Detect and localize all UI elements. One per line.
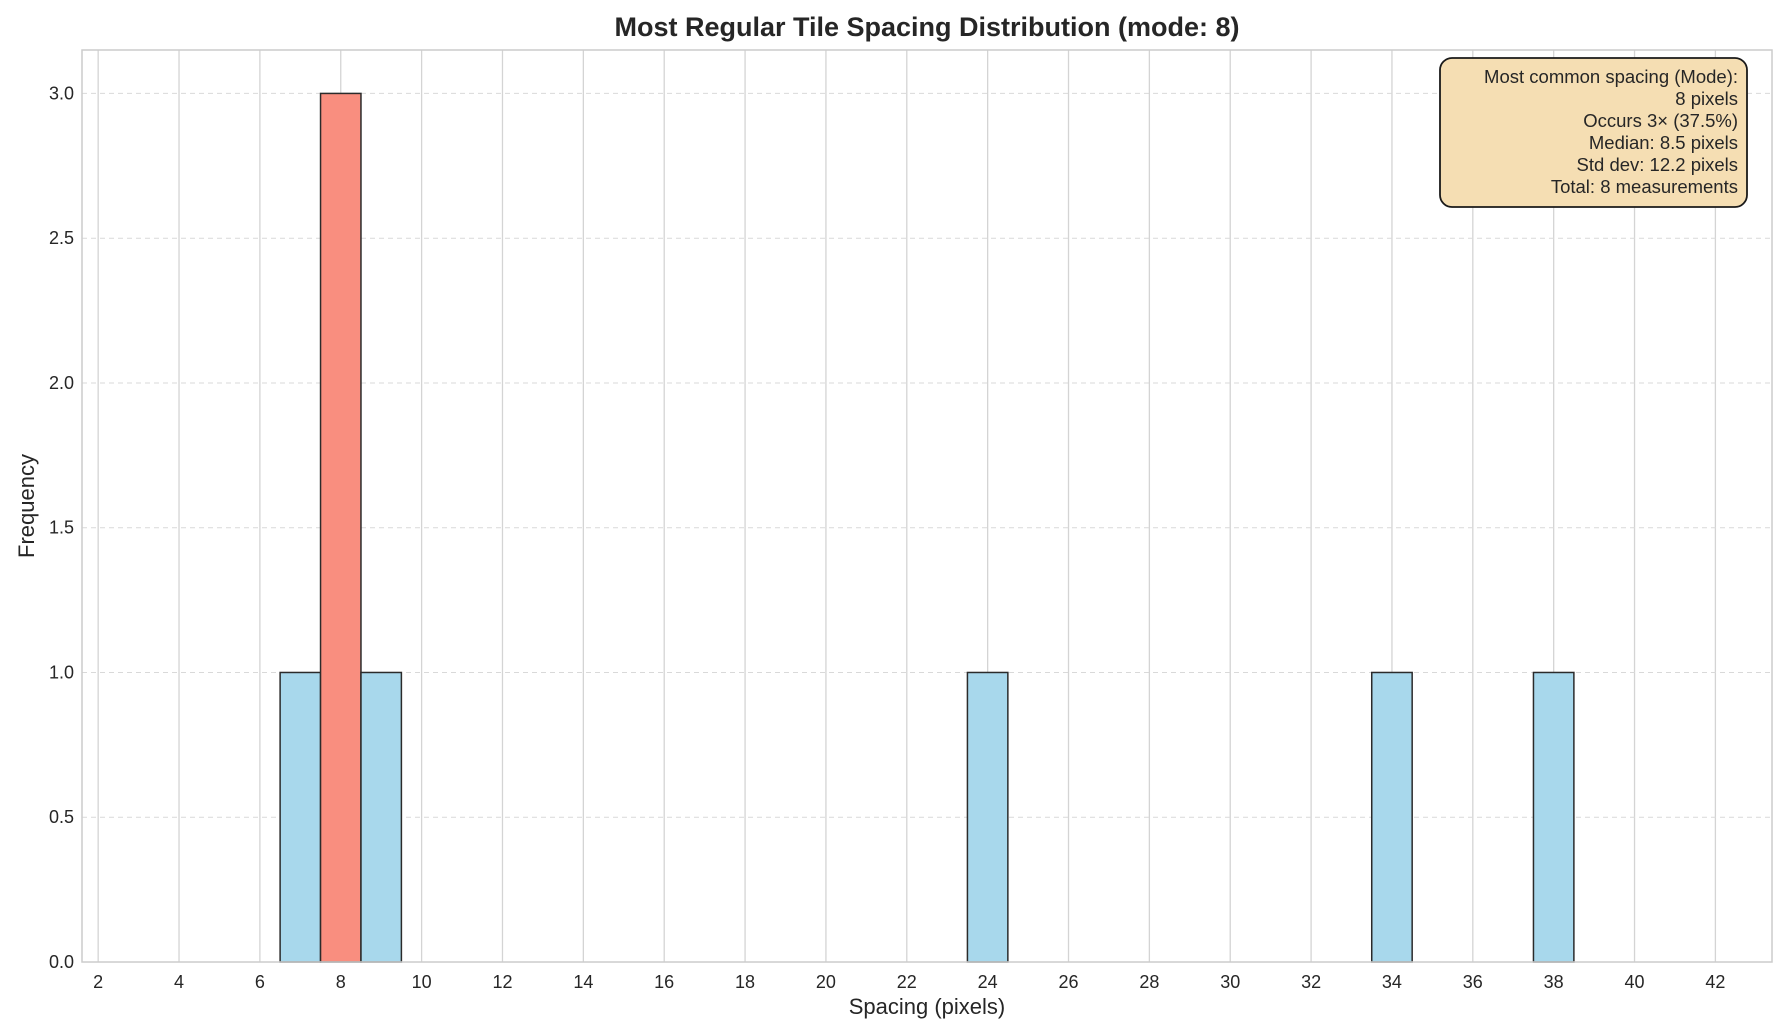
stats-annotation-box: Most common spacing (Mode):8 pixelsOccur… — [1439, 57, 1748, 208]
x-tick-label: 2 — [93, 972, 103, 992]
y-tick-label: 1.5 — [49, 518, 74, 538]
annotation-line: Occurs 3× (37.5%) — [1583, 110, 1738, 131]
histogram-bar — [1532, 671, 1575, 963]
x-tick-label: 38 — [1544, 972, 1564, 992]
annotation-line: Most common spacing (Mode): — [1484, 66, 1738, 87]
histogram-bar — [966, 671, 1009, 963]
x-tick-label: 26 — [1058, 972, 1078, 992]
tick-labels: 2 4 6 8 10 12 14 16 18 20 22 24 26 28 30 32 34 36 38 40 420.… — [49, 83, 1725, 992]
histogram-bar — [1370, 671, 1413, 963]
plot-frame — [81, 49, 1773, 963]
x-tick-label: 6 — [255, 972, 265, 992]
y-axis-label: Frequency — [14, 454, 39, 558]
x-tick-label: 18 — [735, 972, 755, 992]
mode-bar — [319, 92, 362, 963]
x-tick-label: 8 — [336, 972, 346, 992]
x-tick-label: 24 — [978, 972, 998, 992]
annotation-background — [1439, 57, 1748, 208]
annotation-line: 8 pixels — [1675, 88, 1738, 109]
chart-title: Most Regular Tile Spacing Distribution (… — [614, 12, 1239, 42]
x-tick-label: 10 — [412, 972, 432, 992]
histogram-bar — [279, 671, 322, 963]
annotation-line: Total: 8 measurements — [1551, 176, 1738, 197]
grid-lines — [82, 50, 1772, 962]
x-tick-label: 40 — [1625, 972, 1645, 992]
x-tick-label: 32 — [1301, 972, 1321, 992]
y-tick-label: 2.0 — [49, 373, 74, 393]
y-tick-label: 1.0 — [49, 662, 74, 682]
x-tick-label: 34 — [1382, 972, 1402, 992]
y-tick-label: 0.5 — [49, 807, 74, 827]
x-tick-label: 30 — [1220, 972, 1240, 992]
y-tick-label: 3.0 — [49, 83, 74, 103]
x-tick-label: 42 — [1705, 972, 1725, 992]
histogram-bar — [360, 671, 403, 963]
x-tick-label: 14 — [573, 972, 593, 992]
histogram-bars — [279, 92, 1575, 963]
annotation-line: Std dev: 12.2 pixels — [1577, 154, 1738, 175]
x-tick-label: 4 — [174, 972, 184, 992]
y-tick-label: 0.0 — [49, 952, 74, 972]
x-tick-label: 36 — [1463, 972, 1483, 992]
x-tick-label: 16 — [654, 972, 674, 992]
y-tick-label: 2.5 — [49, 228, 74, 248]
x-axis-label: Spacing (pixels) — [849, 994, 1006, 1019]
annotation-line: Median: 8.5 pixels — [1589, 132, 1738, 153]
x-tick-label: 22 — [897, 972, 917, 992]
x-tick-label: 20 — [816, 972, 836, 992]
x-tick-label: 28 — [1139, 972, 1159, 992]
x-tick-label: 12 — [492, 972, 512, 992]
